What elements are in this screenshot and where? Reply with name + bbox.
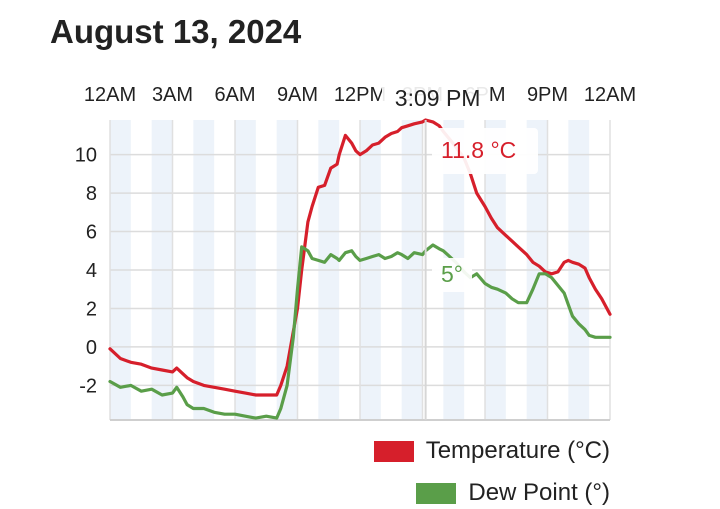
x-tick-label: 12AM [84, 84, 136, 106]
y-tick-label: 8 [86, 183, 97, 205]
tooltip-dew-point-box [432, 258, 472, 292]
x-tick-label: 9AM [277, 84, 318, 106]
tooltip-temperature-value: 11.8 °C [441, 137, 516, 163]
y-tick-label: 0 [86, 337, 97, 359]
y-tick-label: 6 [86, 222, 97, 244]
y-tick-label: 4 [86, 260, 97, 282]
y-tick-label: -2 [79, 375, 97, 397]
tooltip-dew-point-value: 5° [441, 261, 463, 287]
dew-point-swatch [416, 482, 457, 504]
dew-point-line [108, 243, 612, 420]
x-tick-label: 12PM [334, 84, 386, 106]
tooltip-time: 3:09 PM [395, 85, 481, 111]
legend-item-temperature[interactable]: Temperature (°C) [373, 437, 610, 465]
legend-label-dew-point: Dew Point (°) [468, 479, 610, 506]
x-tick-label: 12AM [584, 84, 636, 106]
tooltip-temperature-box [432, 128, 538, 174]
x-tick-label: 9PM [527, 84, 568, 106]
legend-item-dew-point[interactable]: Dew Point (°) [416, 479, 610, 507]
temperature-line [108, 118, 612, 397]
y-tick-label: 2 [86, 298, 97, 320]
y-tick-label: 10 [75, 145, 97, 167]
x-tick-label: 6AM [214, 84, 255, 106]
temperature-swatch [373, 440, 414, 462]
tooltip-time-box [382, 80, 490, 114]
date-title: August 13, 2024 [50, 13, 302, 50]
x-tick-label: 3AM [152, 84, 193, 106]
legend-label-temperature: Temperature (°C) [425, 437, 610, 464]
